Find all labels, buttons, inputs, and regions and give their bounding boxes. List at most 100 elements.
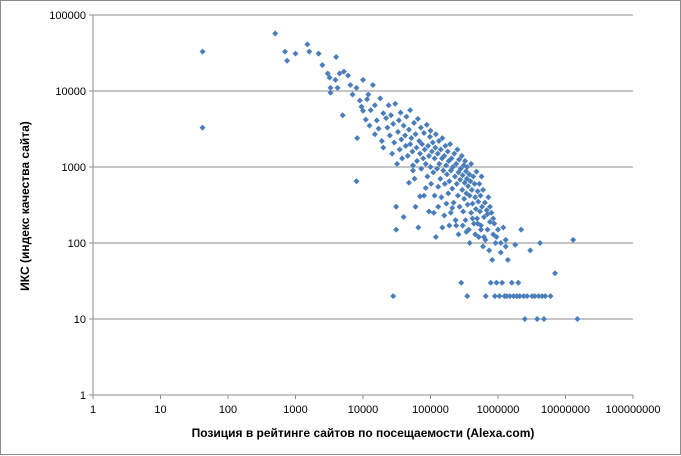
- data-point: [502, 243, 509, 250]
- data-point: [547, 293, 554, 300]
- data-point: [366, 122, 373, 129]
- data-point: [400, 213, 407, 220]
- data-point: [420, 130, 427, 137]
- data-point: [360, 107, 366, 114]
- data-point: [421, 146, 428, 153]
- data-point: [454, 192, 461, 199]
- data-point: [506, 293, 513, 300]
- data-point: [417, 124, 424, 131]
- data-point: [403, 113, 410, 120]
- data-point: [367, 107, 374, 114]
- data-point: [347, 81, 354, 88]
- data-point: [402, 132, 409, 139]
- data-point: [499, 279, 506, 286]
- data-point: [493, 279, 500, 286]
- data-point: [480, 213, 487, 220]
- data-point: [389, 150, 396, 157]
- data-point: [407, 141, 414, 148]
- data-point: [340, 68, 347, 75]
- data-point: [354, 135, 361, 142]
- data-point: [199, 124, 206, 131]
- data-point: [469, 215, 476, 222]
- data-point: [353, 84, 360, 91]
- data-point: [480, 186, 487, 193]
- data-point: [515, 279, 522, 286]
- data-point: [491, 220, 498, 227]
- data-point: [459, 186, 466, 193]
- data-point: [491, 293, 498, 300]
- data-point: [417, 150, 424, 157]
- data-point: [456, 203, 463, 210]
- data-point: [439, 224, 446, 231]
- data-point: [472, 194, 479, 201]
- data-point: [454, 146, 461, 153]
- data-point: [463, 175, 470, 182]
- data-point: [486, 218, 493, 225]
- data-point: [497, 240, 504, 246]
- data-point: [443, 171, 450, 178]
- data-point: [481, 199, 488, 206]
- x-tick-label: 10000: [348, 404, 379, 416]
- data-point: [473, 168, 480, 175]
- data-point: [272, 30, 279, 37]
- data-point: [489, 256, 496, 263]
- data-point: [292, 50, 299, 57]
- data-point: [334, 84, 341, 91]
- data-point: [460, 208, 467, 215]
- data-point: [485, 194, 492, 201]
- data-point: [413, 157, 420, 164]
- data-point: [472, 231, 479, 238]
- data-point: [479, 203, 486, 210]
- data-point: [436, 160, 443, 167]
- data-point: [537, 240, 544, 246]
- data-point: [453, 160, 460, 167]
- data-point: [408, 135, 415, 142]
- x-axis-title: Позиция в рейтинге сайтов по посещаемост…: [192, 426, 535, 440]
- data-point: [474, 215, 481, 222]
- data-point: [339, 112, 346, 119]
- data-point: [534, 316, 541, 322]
- data-point: [437, 175, 444, 182]
- x-tick-labels: 1 10 100 1000 10000 100000 1000000 10000000 1000…: [90, 404, 661, 416]
- data-point: [449, 185, 456, 192]
- data-point: [482, 293, 489, 300]
- data-point: [476, 180, 483, 187]
- data-point: [319, 61, 326, 68]
- data-point: [396, 146, 403, 153]
- data-point: [356, 97, 363, 104]
- data-point: [390, 120, 397, 127]
- data-point: [284, 57, 291, 64]
- data-point: [466, 171, 473, 178]
- data-point: [449, 164, 456, 170]
- data-point: [416, 137, 423, 144]
- data-point: [415, 224, 422, 231]
- data-point: [474, 188, 481, 195]
- data-point: [475, 233, 482, 240]
- data-point: [405, 179, 412, 186]
- data-point: [503, 293, 510, 300]
- data-point: [476, 208, 483, 215]
- data-point: [428, 148, 435, 155]
- data-point: [437, 146, 444, 153]
- data-point: [527, 247, 534, 254]
- data-point: [456, 156, 463, 163]
- data-point: [384, 124, 391, 131]
- data-point: [492, 240, 499, 246]
- data-point: [345, 72, 352, 79]
- data-point: [462, 217, 469, 224]
- data-point: [471, 180, 478, 187]
- data-point: [457, 165, 464, 172]
- data-point: [282, 48, 289, 55]
- data-point: [521, 316, 528, 322]
- data-point: [409, 162, 416, 169]
- data-point: [468, 186, 475, 193]
- data-point: [487, 279, 494, 286]
- data-point: [497, 249, 504, 256]
- data-point: [493, 233, 500, 240]
- data-point: [409, 148, 416, 155]
- x-tick-label: 100000000: [605, 404, 660, 416]
- data-point: [457, 176, 464, 183]
- data-point: [535, 293, 542, 300]
- data-point: [447, 141, 454, 148]
